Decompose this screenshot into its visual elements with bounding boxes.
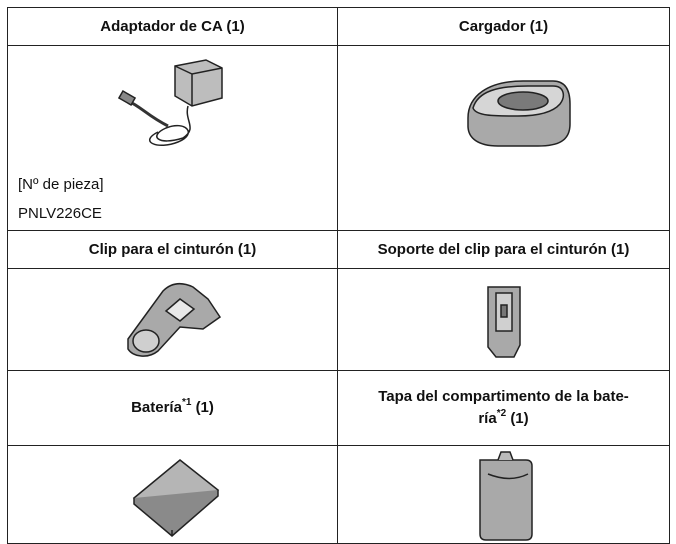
battery-cover-illustration [479, 451, 533, 541]
image-cell [337, 445, 670, 544]
item-title-line: Tapa del compartimento de la bate- [378, 388, 629, 405]
image-cell [7, 268, 338, 371]
item-title: Adaptador de CA (1) [100, 17, 245, 35]
battery-illustration [132, 459, 220, 537]
clip-holder-illustration [487, 286, 521, 358]
header-cell: Cargador (1) [337, 7, 670, 46]
image-row [7, 445, 670, 544]
image-row [7, 268, 670, 371]
part-label: [Nº de pieza] [18, 176, 104, 193]
accessory-table: Adaptador de CA (1) Cargador (1) [Nº de … [7, 7, 670, 544]
item-title-line: ría [478, 410, 497, 427]
ac-adapter-illustration [117, 59, 223, 146]
header-row: Clip para el cinturón (1) Soporte del cl… [7, 230, 670, 269]
image-cell: [Nº de pieza] PNLV226CE [7, 45, 338, 231]
item-title: Clip para el cinturón (1) [88, 240, 257, 258]
header-cell: Adaptador de CA (1) [7, 7, 338, 46]
belt-clip-illustration [127, 283, 222, 357]
header-cell: Tapa del compartimento de la bate-ría*2 … [337, 370, 670, 446]
item-quantity: (1) [195, 399, 214, 416]
item-quantity: (1) [510, 410, 529, 427]
item-title: Batería [131, 399, 182, 416]
part-number: PNLV226CE [18, 205, 102, 222]
image-cell [7, 445, 338, 544]
header-cell: Clip para el cinturón (1) [7, 230, 338, 269]
footnote-mark: *2 [496, 408, 507, 419]
header-row: Adaptador de CA (1) Cargador (1) [7, 7, 670, 46]
image-cell [337, 268, 670, 371]
image-cell [337, 45, 670, 231]
header-cell: Batería*1 (1) [7, 370, 338, 446]
footnote-mark: *1 [181, 397, 192, 408]
header-row: Batería*1 (1) Tapa del compartimento de … [7, 370, 670, 446]
item-title: Soporte del clip para el cinturón (1) [377, 240, 630, 258]
header-cell: Soporte del clip para el cinturón (1) [337, 230, 670, 269]
charger-illustration [467, 80, 571, 147]
item-title: Cargador (1) [458, 17, 549, 35]
image-row: [Nº de pieza] PNLV226CE [7, 45, 670, 231]
